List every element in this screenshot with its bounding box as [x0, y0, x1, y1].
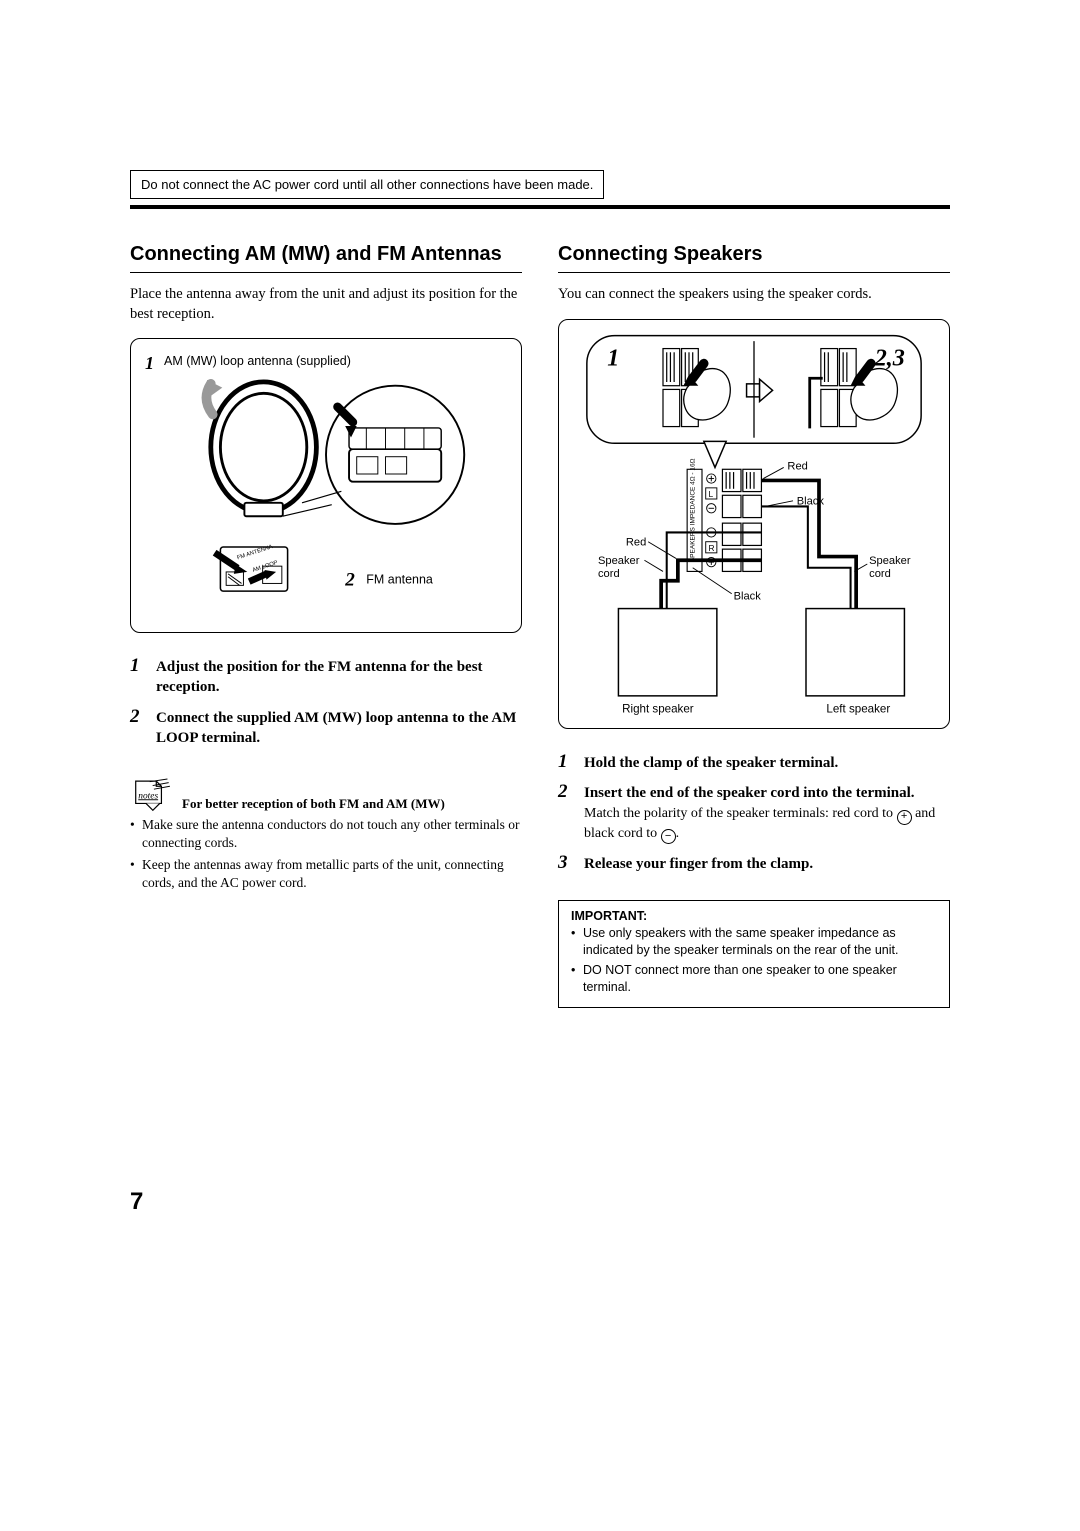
notes-bullet: Make sure the antenna conductors do not …	[130, 816, 522, 852]
bubble-step-1: 1	[607, 344, 619, 371]
plus-icon: +	[897, 810, 912, 825]
step-num: 2	[558, 781, 574, 803]
speakers-intro: You can connect the speakers using the s…	[558, 285, 950, 305]
speaker-figure-box: 1 2,3	[558, 319, 950, 729]
antenna-figure-box: 1 AM (MW) loop antenna (supplied)	[130, 338, 522, 633]
power-warning-text: Do not connect the AC power cord until a…	[141, 177, 593, 192]
label-left-speaker: Left speaker	[826, 702, 890, 715]
notes-bullets: Make sure the antenna conductors do not …	[130, 816, 522, 892]
notes-title: For better reception of both FM and AM (…	[182, 796, 445, 812]
callout-1-num: 1	[145, 353, 154, 374]
callout-1-text: AM (MW) loop antenna (supplied)	[164, 353, 351, 369]
step-title: Connect the supplied AM (MW) loop antenn…	[156, 710, 516, 746]
step-title: Insert the end of the speaker cord into …	[584, 785, 915, 801]
antenna-step-2: 2 Connect the supplied AM (MW) loop ante…	[130, 706, 522, 749]
section-divider	[130, 205, 950, 209]
step-num: 2	[130, 706, 146, 728]
important-bullets: Use only speakers with the same speaker …	[571, 925, 937, 996]
antenna-diagram: FM ANTENNA AM LOOP 2 FM antenna	[145, 378, 507, 618]
minus-icon: −	[661, 829, 676, 844]
bubble-step-23: 2,3	[874, 344, 905, 371]
label-red-2: Red	[626, 536, 646, 548]
important-bullet: Use only speakers with the same speaker …	[571, 925, 937, 959]
step-num: 1	[558, 751, 574, 773]
notes-bullet: Keep the antennas away from metallic par…	[130, 856, 522, 892]
antenna-callout-1: 1 AM (MW) loop antenna (supplied)	[145, 353, 507, 374]
antenna-steps: 1 Adjust the position for the FM antenna…	[130, 655, 522, 748]
two-column-layout: Connecting AM (MW) and FM Antennas Place…	[130, 243, 950, 1008]
antenna-step-1: 1 Adjust the position for the FM antenna…	[130, 655, 522, 698]
speaker-step-2: 2 Insert the end of the speaker cord int…	[558, 781, 950, 844]
callout-2-text: FM antenna	[366, 573, 433, 587]
page-number: 7	[130, 1188, 950, 1216]
label-right-speaker: Right speaker	[622, 702, 694, 715]
speaker-steps: 1 Hold the clamp of the speaker terminal…	[558, 751, 950, 875]
notes-block: notes For better reception of both FM an…	[130, 776, 522, 892]
important-title: IMPORTANT:	[571, 909, 937, 923]
svg-text:cord: cord	[598, 568, 620, 580]
notes-icon: notes	[130, 776, 174, 812]
speakers-heading: Connecting Speakers	[558, 243, 950, 273]
label-red: Red	[787, 460, 807, 472]
step-num: 1	[130, 655, 146, 677]
svg-text:L: L	[709, 489, 714, 499]
callout-2-num: 2	[344, 569, 355, 590]
svg-text:cord: cord	[869, 568, 891, 580]
antenna-intro: Place the antenna away from the unit and…	[130, 285, 522, 324]
speaker-step-1: 1 Hold the clamp of the speaker terminal…	[558, 751, 950, 773]
impedance-label: SPEAKERS IMPEDANCE 4Ω - 16Ω	[690, 458, 697, 562]
step-title: Release your finger from the clamp.	[584, 856, 813, 872]
label-black-2: Black	[734, 590, 762, 602]
step-desc: Match the polarity of the speaker termin…	[584, 805, 950, 844]
right-column: Connecting Speakers You can connect the …	[558, 243, 950, 1008]
speaker-diagram: 1 2,3	[569, 330, 939, 720]
label-spk-cord-r: Speaker	[869, 555, 911, 567]
notes-icon-label: notes	[138, 791, 158, 801]
speaker-step-3: 3 Release your finger from the clamp.	[558, 852, 950, 874]
left-column: Connecting AM (MW) and FM Antennas Place…	[130, 243, 522, 1008]
antenna-heading: Connecting AM (MW) and FM Antennas	[130, 243, 522, 273]
step-title: Adjust the position for the FM antenna f…	[156, 659, 483, 695]
important-box: IMPORTANT: Use only speakers with the sa…	[558, 900, 950, 1008]
step-title: Hold the clamp of the speaker terminal.	[584, 755, 838, 771]
label-spk-cord-l: Speaker	[598, 555, 640, 567]
notes-header: notes For better reception of both FM an…	[130, 776, 522, 812]
svg-text:R: R	[709, 543, 715, 553]
important-bullet: DO NOT connect more than one speaker to …	[571, 962, 937, 996]
label-black: Black	[797, 495, 825, 507]
power-warning-box: Do not connect the AC power cord until a…	[130, 170, 604, 199]
step-num: 3	[558, 852, 574, 874]
